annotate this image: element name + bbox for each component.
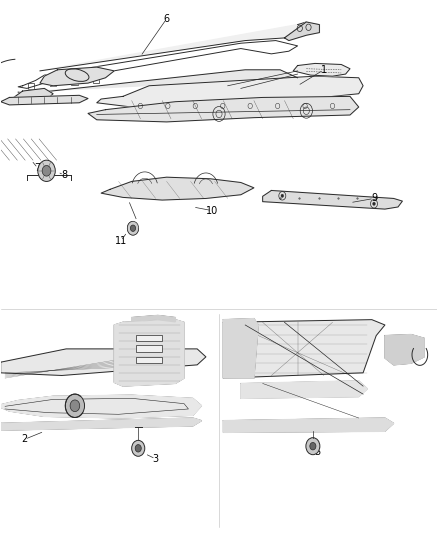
Bar	[93, 77, 99, 83]
Polygon shape	[1, 395, 201, 418]
Circle shape	[373, 202, 375, 205]
Text: 2: 2	[21, 434, 28, 445]
Polygon shape	[132, 316, 175, 322]
Circle shape	[135, 445, 141, 452]
Text: 10: 10	[206, 206, 219, 216]
Bar	[136, 335, 162, 341]
Text: 3: 3	[152, 454, 159, 464]
Text: 4: 4	[397, 345, 403, 356]
Bar	[71, 78, 78, 85]
Circle shape	[306, 438, 320, 455]
Polygon shape	[293, 63, 350, 76]
Polygon shape	[263, 190, 403, 209]
Polygon shape	[18, 70, 297, 94]
Polygon shape	[385, 335, 424, 365]
Polygon shape	[285, 22, 319, 41]
Circle shape	[131, 225, 136, 231]
Bar	[136, 345, 162, 352]
Bar	[49, 80, 56, 86]
Text: 8: 8	[61, 170, 67, 180]
Polygon shape	[1, 418, 201, 430]
Polygon shape	[88, 96, 359, 122]
Text: 9: 9	[371, 193, 377, 204]
Circle shape	[127, 221, 139, 235]
Polygon shape	[223, 319, 258, 378]
Text: 11: 11	[115, 236, 127, 246]
Polygon shape	[101, 177, 254, 200]
Circle shape	[132, 440, 145, 456]
Polygon shape	[40, 67, 114, 86]
Circle shape	[310, 442, 316, 450]
Polygon shape	[1, 349, 206, 375]
Text: 5: 5	[314, 447, 320, 456]
Circle shape	[70, 400, 80, 411]
Bar	[28, 83, 34, 89]
Polygon shape	[1, 95, 88, 105]
Polygon shape	[223, 320, 385, 378]
Bar	[136, 357, 162, 364]
Circle shape	[38, 160, 55, 181]
Circle shape	[65, 394, 85, 417]
Text: 7: 7	[35, 163, 41, 173]
Polygon shape	[241, 381, 367, 398]
Polygon shape	[40, 22, 306, 71]
Polygon shape	[97, 76, 363, 107]
Polygon shape	[223, 418, 394, 432]
Polygon shape	[14, 88, 53, 103]
Circle shape	[42, 165, 51, 176]
Polygon shape	[114, 320, 184, 386]
Text: 6: 6	[163, 14, 170, 24]
Circle shape	[281, 194, 284, 197]
Text: 1: 1	[321, 65, 327, 75]
